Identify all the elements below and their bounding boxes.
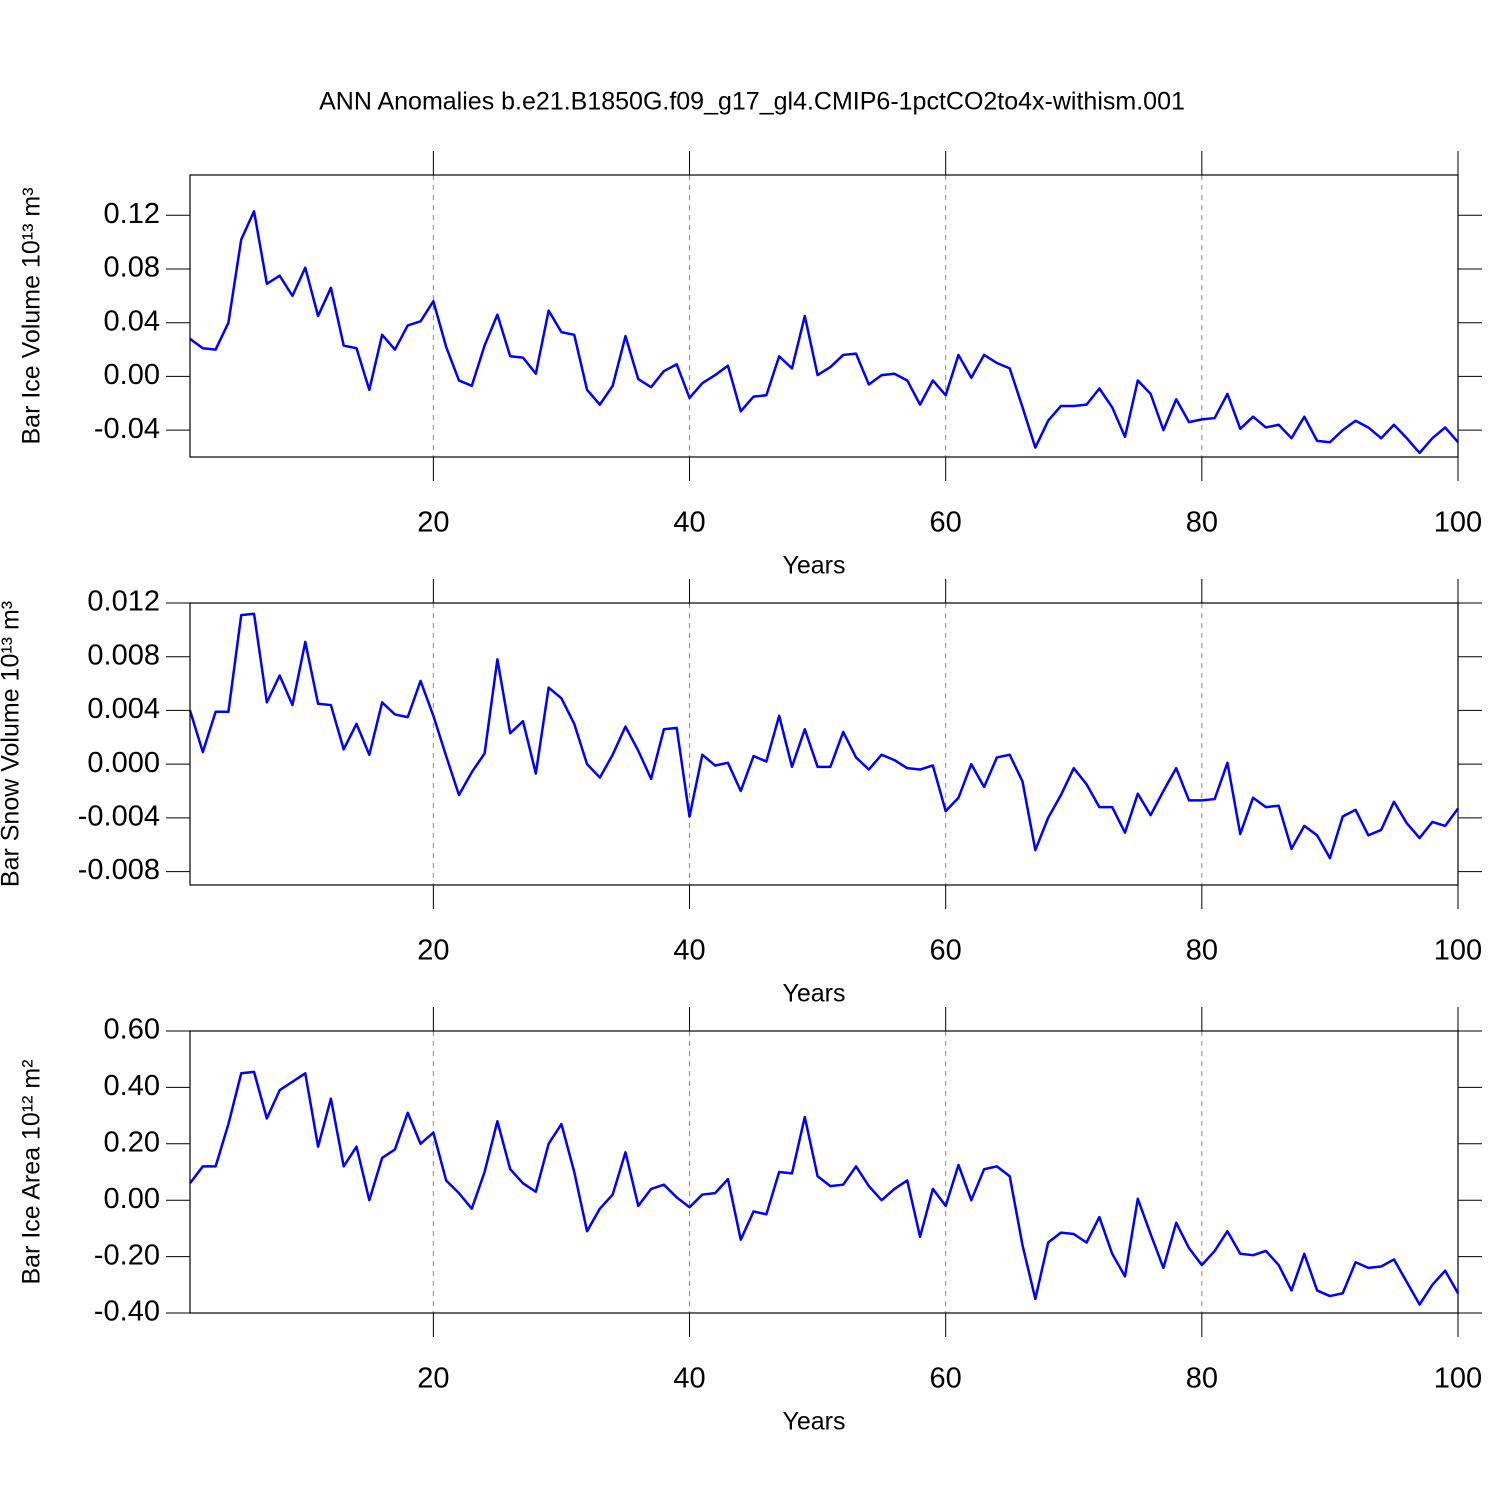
y-tick-label: 0.000 <box>87 747 160 779</box>
x-tick-label: 100 <box>1434 935 1482 967</box>
y-axis-label: Bar Ice Volume 10¹³ m³ <box>18 187 46 444</box>
y-axis-label: Bar Ice Area 10¹² m² <box>18 1059 46 1284</box>
x-tick-label: 20 <box>417 1363 449 1395</box>
x-tick-label: 60 <box>930 935 962 967</box>
y-tick-label: 0.04 <box>104 305 160 337</box>
y-tick-label: 0.40 <box>104 1070 160 1102</box>
x-tick-label: 80 <box>1186 507 1218 539</box>
x-tick-label: 60 <box>930 1363 962 1395</box>
x-tick-label: 100 <box>1434 507 1482 539</box>
x-tick-label: 40 <box>673 507 705 539</box>
x-tick-label: 80 <box>1186 935 1218 967</box>
x-tick-label: 40 <box>673 935 705 967</box>
y-tick-label: 0.012 <box>87 586 160 618</box>
x-axis-label: Years <box>782 552 845 580</box>
chart-title: ANN Anomalies b.e21.B1850G.f09_g17_gl4.C… <box>319 88 1185 116</box>
data-line <box>189 210 1459 455</box>
x-tick-label: 40 <box>673 1363 705 1395</box>
plot-frame <box>189 1030 1459 1314</box>
x-tick-label: 80 <box>1186 1363 1218 1395</box>
y-tick-label: 0.00 <box>104 359 160 391</box>
y-tick-label: 0.12 <box>104 198 160 230</box>
y-tick-label: 0.20 <box>104 1126 160 1158</box>
x-tick-label: 100 <box>1434 1363 1482 1395</box>
y-tick-label: 0.08 <box>104 252 160 284</box>
y-tick-label: 0.00 <box>104 1183 160 1215</box>
y-tick-label: -0.20 <box>94 1239 160 1271</box>
plot-frame <box>189 602 1459 886</box>
data-line <box>188 612 1460 860</box>
y-tick-label: -0.40 <box>94 1296 160 1328</box>
data-line <box>189 1070 1460 1306</box>
y-tick-label: -0.04 <box>94 413 160 445</box>
y-tick-label: 0.008 <box>87 639 160 671</box>
x-axis-label: Years <box>782 980 845 1008</box>
x-tick-label: 20 <box>417 935 449 967</box>
x-tick-label: 60 <box>930 507 962 539</box>
y-axis-label: Bar Snow Volume 10¹³ m³ <box>0 601 25 887</box>
y-tick-label: 0.60 <box>104 1014 160 1046</box>
plot-frame <box>189 174 1459 458</box>
x-tick-label: 20 <box>417 507 449 539</box>
y-tick-label: -0.004 <box>78 801 160 833</box>
y-tick-label: 0.004 <box>87 693 160 725</box>
y-tick-label: -0.008 <box>78 854 160 886</box>
x-axis-label: Years <box>782 1408 845 1436</box>
